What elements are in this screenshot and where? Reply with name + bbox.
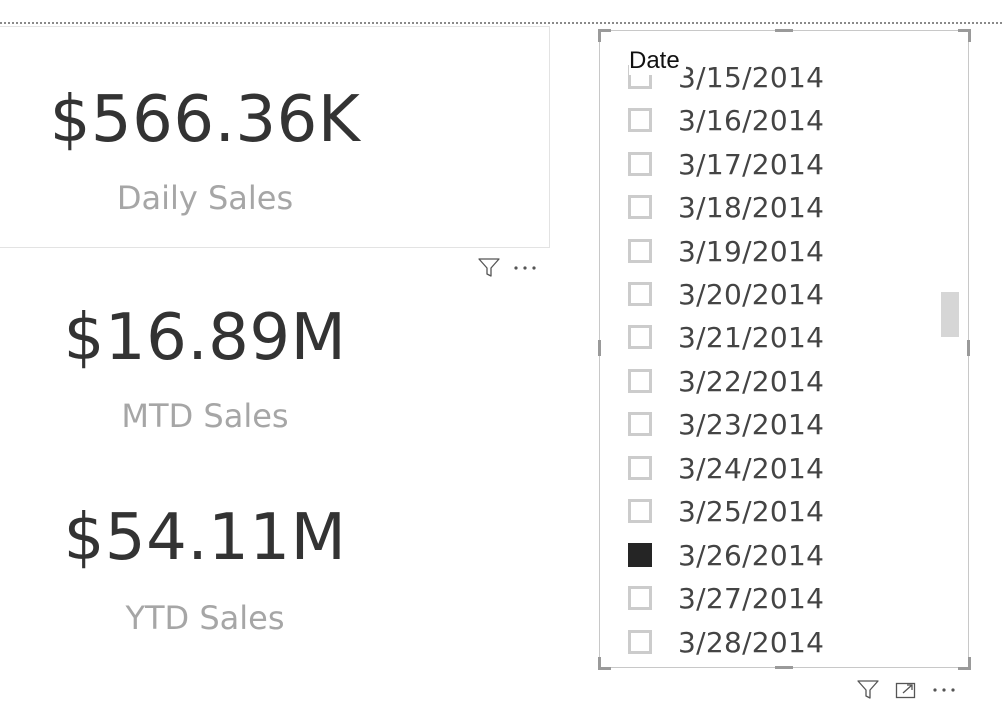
resize-handle-top-left[interactable] [598, 29, 611, 42]
mtd-sales-value: $16.89M [63, 301, 347, 375]
slicer-item-label: 3/26/2014 [678, 538, 825, 572]
slicer-item-label: 3/27/2014 [678, 581, 825, 615]
slicer-item-label: 3/20/2014 [678, 277, 825, 311]
slicer-checkbox[interactable] [628, 325, 652, 349]
filter-icon[interactable] [855, 678, 881, 702]
slicer-item-label: 3/15/2014 [678, 60, 825, 94]
slicer-checkbox[interactable] [628, 152, 652, 176]
slicer-item[interactable]: 3/21/2014 [628, 319, 824, 355]
slicer-item-label: 3/17/2014 [678, 147, 825, 181]
daily-sales-card-frame[interactable] [0, 26, 550, 248]
slicer-item[interactable]: 3/28/2014 [628, 624, 824, 660]
daily-sales-label: Daily Sales [116, 179, 294, 217]
slicer-item[interactable]: 3/16/2014 [628, 102, 824, 138]
resize-handle-top[interactable] [775, 29, 793, 32]
slicer-scrollbar-thumb[interactable] [941, 292, 959, 337]
slicer-item[interactable]: 3/17/2014 [628, 146, 824, 182]
slicer-item-label: 3/23/2014 [678, 407, 825, 441]
slicer-item[interactable]: 3/24/2014 [628, 450, 824, 486]
more-options-icon[interactable] [512, 256, 538, 280]
slicer-checkbox[interactable] [628, 586, 652, 610]
date-slicer[interactable]: Date 3/15/2014 3/16/2014 3/17/2014 3/18/… [599, 30, 969, 668]
daily-sales-value: $566.36K [49, 83, 361, 157]
focus-mode-icon[interactable] [893, 678, 919, 702]
resize-handle-bottom-right[interactable] [958, 657, 971, 670]
slicer-item-label: 3/24/2014 [678, 451, 825, 485]
resize-handle-bottom-left[interactable] [598, 657, 611, 670]
slicer-checkbox[interactable] [628, 108, 652, 132]
slicer-checkbox-checked[interactable] [628, 543, 652, 567]
visual-boundary-dotted-line [0, 22, 1002, 24]
slicer-item-label: 3/22/2014 [678, 364, 825, 398]
slicer-checkbox[interactable] [628, 239, 652, 263]
slicer-checkbox[interactable] [628, 195, 652, 219]
ytd-sales-label: YTD Sales [125, 599, 285, 637]
slicer-checkbox[interactable] [628, 630, 652, 654]
slicer-item[interactable]: 3/18/2014 [628, 189, 824, 225]
slicer-list[interactable]: 3/15/2014 3/16/2014 3/17/2014 3/18/2014 … [600, 59, 940, 667]
mtd-sales-label: MTD Sales [121, 397, 289, 435]
slicer-checkbox[interactable] [628, 369, 652, 393]
slicer-visual-header [855, 678, 957, 702]
slicer-checkbox[interactable] [628, 456, 652, 480]
resize-handle-left[interactable] [598, 340, 601, 356]
resize-handle-bottom[interactable] [775, 666, 793, 669]
slicer-item-label: 3/16/2014 [678, 103, 825, 137]
ytd-sales-value: $54.11M [63, 501, 347, 575]
mtd-sales-card[interactable]: $16.89M MTD Sales [0, 306, 410, 432]
slicer-checkbox[interactable] [628, 412, 652, 436]
slicer-item-label: 3/28/2014 [678, 625, 825, 659]
resize-handle-right[interactable] [967, 340, 970, 356]
card-visual-header [476, 256, 538, 280]
filter-icon[interactable] [476, 256, 502, 280]
slicer-item[interactable]: 3/19/2014 [628, 233, 824, 269]
slicer-item-label: 3/21/2014 [678, 320, 825, 354]
daily-sales-card[interactable]: $566.36K Daily Sales [0, 88, 410, 214]
slicer-item[interactable]: 3/23/2014 [628, 406, 824, 442]
resize-handle-top-right[interactable] [958, 29, 971, 42]
slicer-item[interactable]: 3/26/2014 [628, 537, 824, 573]
slicer-checkbox[interactable] [628, 282, 652, 306]
ytd-sales-card[interactable]: $54.11M YTD Sales [0, 506, 410, 634]
slicer-item-label: 3/25/2014 [678, 494, 825, 528]
slicer-item[interactable]: 3/25/2014 [628, 493, 824, 529]
more-options-icon[interactable] [931, 678, 957, 702]
slicer-item[interactable]: 3/22/2014 [628, 363, 824, 399]
slicer-title: Date [629, 47, 686, 75]
slicer-item-label: 3/19/2014 [678, 234, 825, 268]
slicer-checkbox[interactable] [628, 499, 652, 523]
slicer-item[interactable]: 3/27/2014 [628, 580, 824, 616]
slicer-item-label: 3/18/2014 [678, 190, 825, 224]
slicer-item[interactable]: 3/20/2014 [628, 276, 824, 312]
